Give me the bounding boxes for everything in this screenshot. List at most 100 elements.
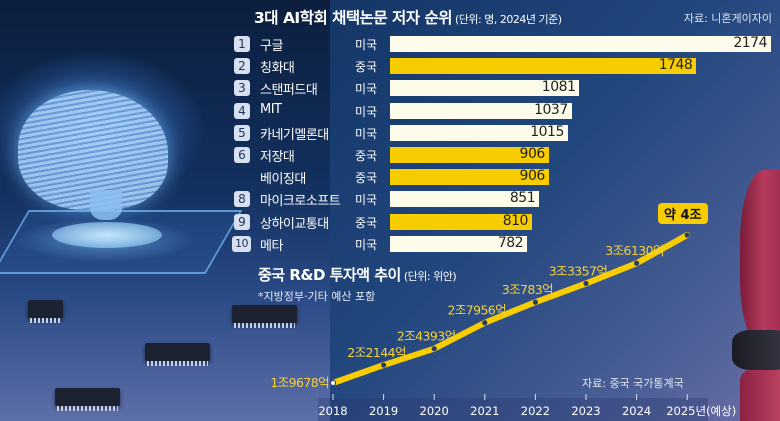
country-label: 미국 [355,38,378,52]
rank-badge: 2 [234,58,250,75]
microchip-image [55,388,120,411]
x-tick-label: 2022 [521,404,550,418]
data-point [381,362,387,368]
bar-row: 베이징대 중국 906 [0,167,780,187]
microchip-image [232,305,297,328]
x-tick-label: 2020 [420,404,449,418]
data-point [634,260,640,266]
country-label: 미국 [355,82,378,97]
bar-value-label: 1081 [541,79,576,96]
rank-badge: 10 [232,235,251,252]
bar: 2174 [390,35,771,52]
bar: 1037 [390,102,572,119]
country-label: 미국 [355,193,378,208]
data-point [431,346,437,352]
bar-value-label: 1015 [530,123,564,140]
data-label: 1조9678억 [270,375,329,390]
x-tick-label: 2025년(예상) [666,404,736,418]
country-label: 미국 [355,237,378,252]
data-label: 2조2144억 [347,345,406,360]
institution-name: 카네기멜론대 [260,127,329,143]
bar-value-label: 851 [509,190,536,207]
x-tick-label: 2018 [318,404,347,418]
rank-badge: 9 [234,213,250,230]
data-point [684,232,690,238]
rank-badge: 8 [234,191,250,208]
country-label: 중국 [355,60,378,75]
rank-badge: 3 [234,80,250,97]
bar: 810 [390,212,532,230]
robot-arm-image [740,170,780,350]
x-tick-label: 2023 [571,404,600,418]
institution-name: 스탠퍼드대 [260,83,318,99]
bar-chart-title: 3대 AI학회 채택논문 저자 순위 (단위: 명, 2024년 기준) [254,6,562,28]
x-tick-label: 2019 [369,404,398,418]
rank-badge: 6 [234,147,250,163]
bar-chart-title-text: 3대 AI학회 채택논문 저자 순위 [254,9,453,27]
data-label: 2조4393억 [397,329,456,344]
data-label: 2조7956억 [448,303,507,318]
data-point [583,280,589,287]
line-chart-title: 중국 R&D 투자액 추이 (단위: 위안) [258,264,457,285]
bar-row: 4 MIT 미국 1037 [0,101,780,121]
bar-row: 2 칭화대 중국 1748 [0,56,780,76]
institution-name: 칭화대 [260,61,295,77]
line-chart-title-text: 중국 R&D 투자액 추이 [258,266,401,284]
rank-badge: 1 [234,36,250,52]
x-axis-band [318,398,708,421]
brain-stem-image [90,190,122,220]
bar: 906 [390,168,549,186]
bar-value-label: 906 [519,168,546,185]
bar-value-label: 1748 [658,57,693,74]
institution-name: 구글 [260,39,283,54]
bar-row: 8 마이크로소프트 미국 851 [0,189,780,209]
bar-value-label: 906 [519,146,546,162]
microchip-image [28,300,63,323]
rank-badge: 4 [234,102,250,119]
series-line [330,232,691,386]
bar-row: 10 메타 미국 782 [0,234,780,254]
bar: 851 [390,190,540,208]
forecast-callout: 약 4조 [658,203,708,224]
bar-row: 5 카네기멜론대 미국 1015 [0,123,780,143]
data-label: 3조783억 [502,282,553,297]
bar-value-label: 2174 [733,35,767,51]
institution-name: 상하이교통대 [260,216,329,232]
line-chart-source: 자료: 중국 국가통계국 [582,377,684,390]
institution-name: MIT [260,101,282,117]
country-label: 미국 [355,104,378,119]
data-label: 3조3357억 [549,263,608,278]
data-point [482,320,488,326]
bar-chart-unit: (단위: 명, 2024년 기준) [455,13,562,26]
institution-name: 베이징대 [260,172,306,188]
bar-row: 3 스탠퍼드대 미국 1081 [0,78,780,98]
institution-name: 저장대 [260,150,295,165]
line-chart-unit: (단위: 위안) [403,270,457,283]
x-tick-label: 2024 [622,404,651,418]
bar-value-label: 782 [497,234,524,251]
bar-row: 1 구글 미국 2174 [0,34,780,54]
robot-joint-image [732,330,780,370]
country-label: 미국 [355,126,378,141]
institution-name: 메타 [260,238,283,254]
bar: 906 [390,146,549,163]
robot-base-image [740,370,780,421]
country-label: 중국 [355,149,378,163]
institution-name: 마이크로소프트 [260,194,341,210]
bar-row: 9 상하이교통대 중국 810 [0,212,780,232]
bar: 1748 [390,57,697,75]
data-point [329,379,337,387]
country-label: 중국 [355,215,378,230]
glowing-pad-image [52,222,162,248]
bar: 782 [390,234,528,252]
bar: 1081 [390,79,580,97]
bar: 1015 [390,123,568,141]
bar-value-label: 810 [502,212,529,229]
data-label: 3조6130억 [605,243,664,258]
bar-row: 6 저장대 중국 906 [0,145,780,165]
country-label: 중국 [355,171,378,186]
line-chart-note: *지방정부·기타 예산 포함 [258,290,376,303]
bar-chart-source: 자료: 니혼게이자이 [683,12,772,25]
